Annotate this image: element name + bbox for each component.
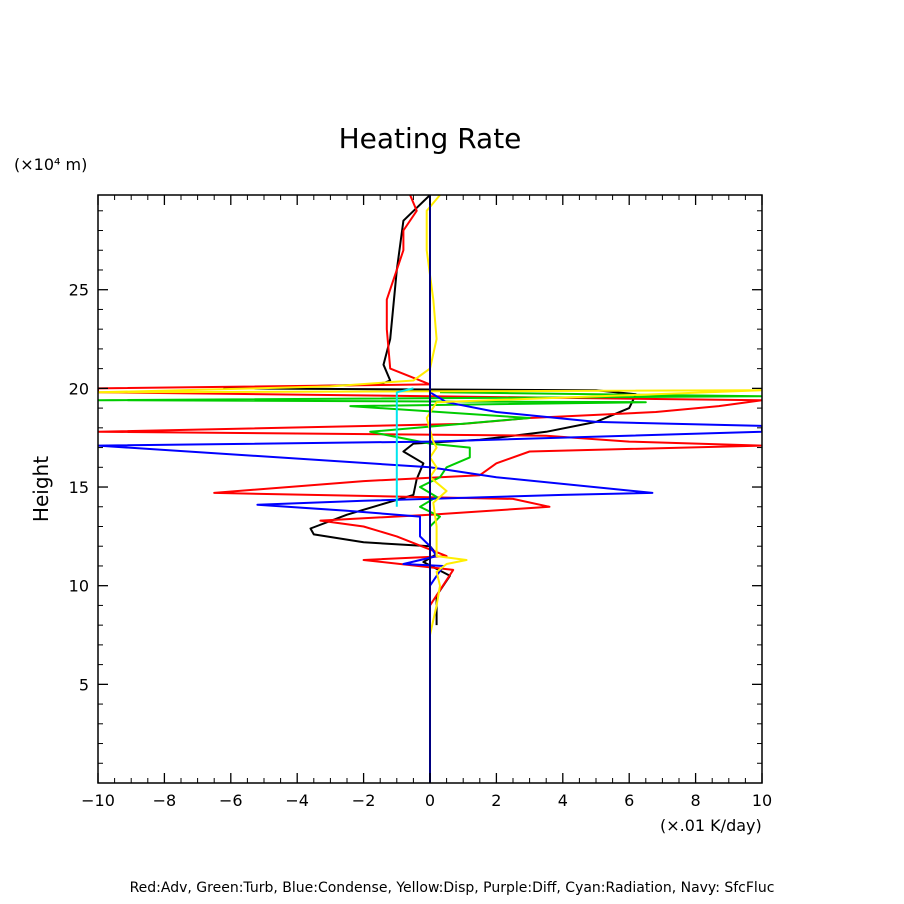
y-tick-label: 25 xyxy=(69,281,89,300)
x-tick-label: −2 xyxy=(352,791,376,810)
x-tick-label: 2 xyxy=(491,791,501,810)
series-line-5 xyxy=(395,387,414,507)
plot-lines xyxy=(98,195,762,783)
x-axis-unit: (×.01 K/day) xyxy=(660,816,762,835)
y-tick-label: 20 xyxy=(69,379,89,398)
axes: −10 −8 −6 −4 −2 0 2 4 6 8 10 5 10 15 20 25 xyxy=(69,194,772,810)
x-tick-label: 6 xyxy=(624,791,634,810)
series-line-3 xyxy=(98,195,762,587)
x-tick-label: −6 xyxy=(219,791,243,810)
series-line-4 xyxy=(98,195,762,636)
y-axis-unit: (×10⁴ m) xyxy=(14,155,87,174)
x-tick-label: 4 xyxy=(558,791,568,810)
x-tick-label: 8 xyxy=(691,791,701,810)
series-line-1 xyxy=(98,195,762,606)
y-tick-label: 10 xyxy=(69,577,89,596)
x-tick-label: −10 xyxy=(81,791,115,810)
y-axis-label: Height xyxy=(29,456,53,522)
series-line-2 xyxy=(98,391,762,547)
x-tick-label: 10 xyxy=(752,791,772,810)
legend-text: Red:Adv, Green:Turb, Blue:Condense, Yell… xyxy=(130,880,775,896)
x-tick-label: −8 xyxy=(153,791,177,810)
x-tick-label: −4 xyxy=(285,791,309,810)
chart-title: Heating Rate xyxy=(339,122,522,155)
y-tick-label: 15 xyxy=(69,478,89,497)
x-tick-label: 0 xyxy=(425,791,435,810)
y-tick-label: 5 xyxy=(79,675,89,694)
